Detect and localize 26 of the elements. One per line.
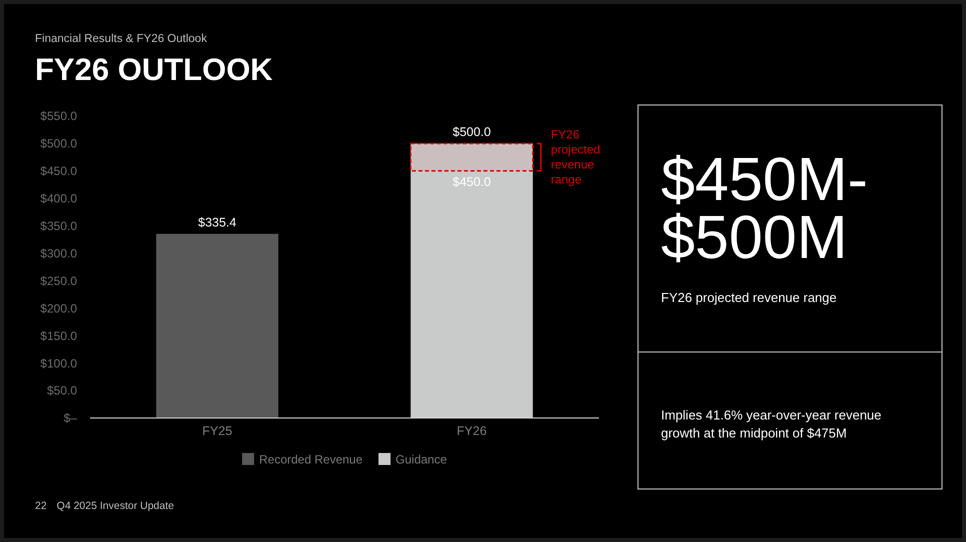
text: Implies 41.6% year-over-year revenue growth at the midpoint of $475M	[661, 408, 882, 440]
y-tick-label: $400.0	[40, 192, 78, 206]
text: FY26 projected revenue range	[661, 290, 837, 305]
text: 22	[35, 500, 47, 512]
chart-subtitle: Financial Results & FY26 Outlook	[35, 33, 208, 45]
text: Q4 2025 Investor Update	[56, 500, 174, 512]
legend-label: FY26 projected revenue range	[550, 128, 600, 187]
legend-label: Guidance	[396, 452, 448, 466]
y-tick-label: $550.0	[40, 109, 78, 124]
text: $450M-$500M	[661, 145, 868, 271]
y-tick-label: $–	[64, 411, 78, 426]
legend-label: Recorded Revenue	[259, 452, 363, 466]
x-tick-label: FY26	[456, 424, 487, 438]
y-tick-label: $150.0	[40, 328, 78, 343]
y-tick-label: $100.0	[40, 356, 78, 370]
y-tick-label: $300.0	[40, 246, 78, 260]
data-label: $335.4	[198, 215, 236, 230]
y-tick-label: $50.0	[46, 384, 78, 398]
x-tick-label: FY25	[202, 424, 232, 438]
y-tick-label: $250.0	[40, 274, 78, 288]
data-label: $500.0	[452, 124, 491, 139]
y-tick-label: $350.0	[40, 219, 78, 234]
chart-title: FY26 OUTLOOK	[35, 52, 274, 87]
y-tick-label: $500.0	[40, 136, 78, 151]
y-tick-label: $200.0	[40, 301, 78, 316]
y-tick-label: $450.0	[40, 164, 78, 178]
